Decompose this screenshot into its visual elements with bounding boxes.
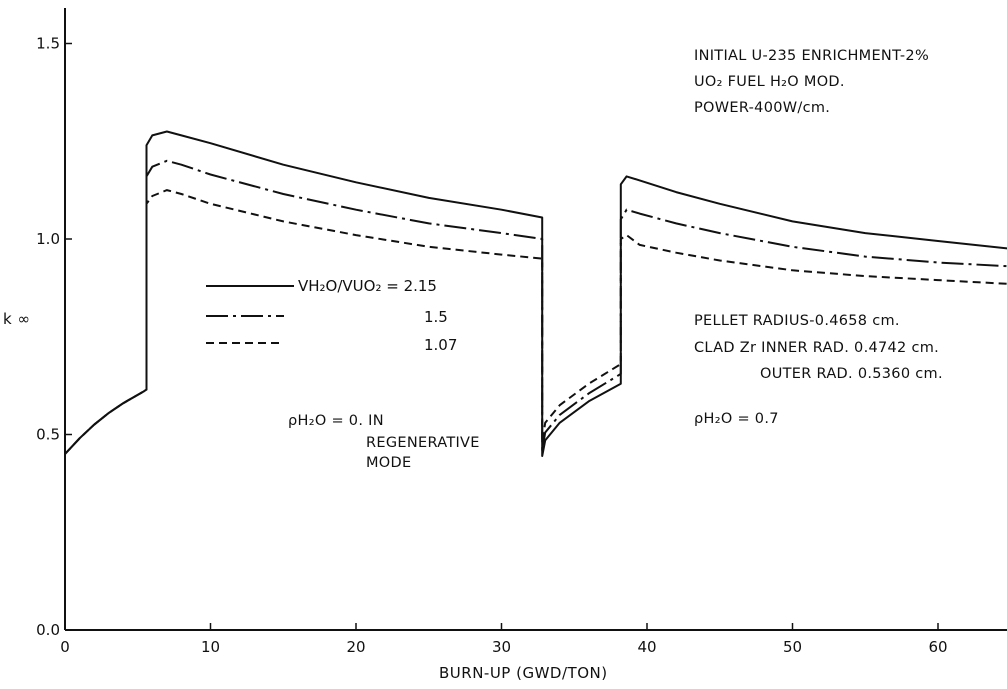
x-tick-label: 40 bbox=[637, 638, 656, 656]
annotation-power: POWER-400W/cm. bbox=[694, 100, 830, 116]
legend: VH₂O/VUO₂ = 2.15 1.5 1.07 bbox=[206, 277, 457, 354]
legend-label-1-07: 1.07 bbox=[424, 336, 457, 354]
series-line-dashed bbox=[64, 189, 1007, 455]
y-tick-label: 0.5 bbox=[36, 426, 60, 444]
legend-label-1-5: 1.5 bbox=[424, 308, 448, 326]
annotation-rho-right: ρH₂O = 0.7 bbox=[694, 411, 779, 427]
y-axis-title: k ∞ bbox=[3, 310, 30, 328]
x-tick-label: 60 bbox=[928, 638, 947, 656]
annotation-rho-left: ρH₂O = 0. IN REGENERATIVE MODE bbox=[288, 413, 480, 471]
annotation-rho-left-line3: MODE bbox=[366, 455, 411, 471]
series-line-dash-dot bbox=[64, 159, 1007, 455]
annotation-enrichment: INITIAL U-235 ENRICHMENT-2% bbox=[694, 48, 929, 64]
annotation-clad-inner: CLAD Zr INNER RAD. 0.4742 cm. bbox=[694, 340, 939, 356]
x-tick-label: 30 bbox=[492, 638, 511, 656]
legend-header: VH₂O/VUO₂ = 2.15 bbox=[298, 277, 437, 295]
series-group bbox=[64, 130, 1007, 457]
y-tick-label: 1.0 bbox=[36, 230, 60, 248]
y-ticks: 0.0 0.5 1.0 1.5 bbox=[36, 35, 72, 639]
y-tick-label: 1.5 bbox=[36, 35, 60, 53]
annotation-rho-left-line2: REGENERATIVE bbox=[366, 435, 480, 451]
annotation-pellet-radius: PELLET RADIUS-0.4658 cm. bbox=[694, 313, 900, 329]
x-tick-label: 10 bbox=[201, 638, 220, 656]
annotation-clad-outer: OUTER RAD. 0.5360 cm. bbox=[760, 366, 943, 382]
annotation-mid-right: PELLET RADIUS-0.4658 cm. CLAD Zr INNER R… bbox=[694, 313, 943, 382]
annotation-rho-left-line1: ρH₂O = 0. IN bbox=[288, 413, 384, 429]
y-tick-label: 0.0 bbox=[36, 621, 60, 639]
annotation-top-right: INITIAL U-235 ENRICHMENT-2% UO₂ FUEL H₂O… bbox=[694, 48, 929, 116]
axes bbox=[64, 8, 1007, 631]
annotation-fuel: UO₂ FUEL H₂O MOD. bbox=[694, 74, 845, 90]
x-axis-title: BURN-UP (GWD/TON) bbox=[439, 664, 608, 682]
x-tick-label: 20 bbox=[346, 638, 365, 656]
x-tick-label: 50 bbox=[783, 638, 802, 656]
x-ticks: 0 10 20 30 40 50 60 bbox=[60, 623, 948, 656]
series-line-solid bbox=[64, 130, 1007, 457]
x-tick-label: 0 bbox=[60, 638, 70, 656]
